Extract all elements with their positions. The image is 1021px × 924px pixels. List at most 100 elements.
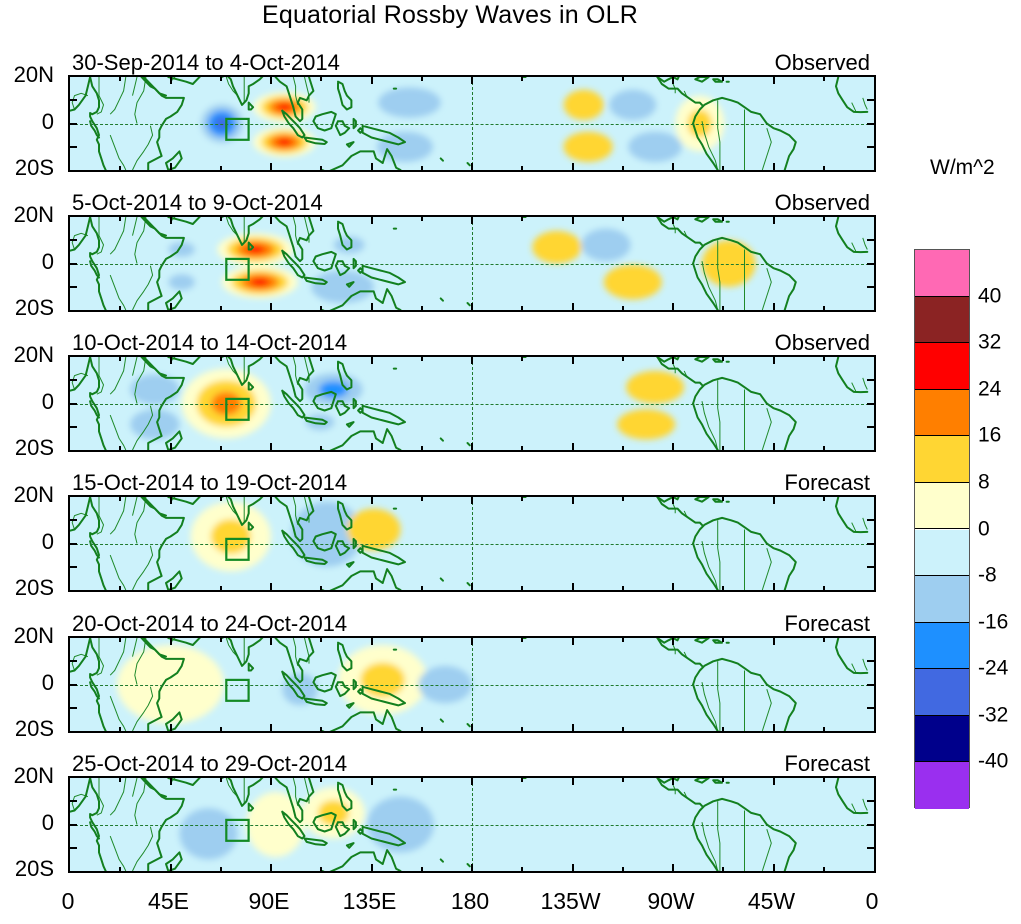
axis-tick: [169, 303, 172, 310]
map-canvas: [70, 217, 874, 310]
axis-tick: [772, 217, 775, 224]
x-tick-label: 45E: [148, 888, 189, 914]
colorbar-tick-label: -16: [978, 610, 1009, 634]
axis-tick: [571, 497, 574, 504]
axis-tick: [571, 443, 574, 450]
axis-tick: [70, 846, 77, 849]
axis-minor-tick: [219, 217, 222, 221]
axis-tick: [169, 443, 172, 450]
axis-minor-tick: [521, 166, 524, 170]
colorbar-units-label: W/m^2: [930, 156, 995, 179]
axis-minor-tick: [822, 778, 825, 782]
panel-source-label: Observed: [774, 50, 870, 75]
axis-minor-tick: [219, 446, 222, 450]
axis-tick: [270, 163, 272, 170]
axis-tick: [70, 800, 77, 803]
axis-minor-tick: [822, 217, 825, 221]
axis-tick: [867, 99, 874, 102]
axis-minor-tick: [320, 778, 323, 782]
axis-minor-tick: [722, 778, 725, 782]
axis-tick: [270, 778, 272, 785]
map-panel-p6[interactable]: [68, 776, 876, 873]
axis-minor-tick: [320, 357, 323, 361]
map-panel-p1[interactable]: [68, 75, 876, 172]
y-tick-label: 0: [41, 810, 54, 835]
colorbar-band: [915, 762, 969, 809]
axis-minor-tick: [420, 497, 423, 501]
axis-minor-tick: [822, 497, 825, 501]
axis-minor-tick: [219, 357, 222, 361]
y-axis-p2: 20N 0 20S: [0, 204, 62, 319]
axis-minor-tick: [822, 357, 825, 361]
map-panel-p2[interactable]: [68, 215, 876, 312]
region-marker-box: [225, 818, 250, 842]
colorbar-tick-label: 40: [978, 284, 1002, 308]
axis-minor-tick: [521, 77, 524, 81]
colorbar-band: [915, 296, 969, 344]
axis-tick: [70, 706, 77, 709]
axis-minor-tick: [219, 867, 222, 871]
axis-tick: [270, 583, 272, 590]
y-axis-p5: 20N 0 20S: [0, 625, 62, 740]
map-panel-p4[interactable]: [68, 495, 876, 592]
axis-minor-tick: [521, 497, 524, 501]
axis-minor-tick: [621, 166, 624, 170]
axis-tick: [270, 217, 272, 224]
axis-minor-tick: [621, 446, 624, 450]
x-tick-label: 0: [61, 888, 75, 914]
axis-tick: [571, 583, 574, 590]
axis-tick: [370, 864, 373, 871]
axis-tick: [169, 497, 172, 504]
axis-tick: [370, 217, 373, 224]
panel-header-p5: 20-Oct-2014 to 24-Oct-2014 Forecast: [68, 609, 872, 636]
axis-tick: [867, 800, 874, 803]
colorbar-band: [915, 669, 969, 716]
colorbar-tick-label: 24: [978, 377, 1002, 401]
axis-tick: [370, 497, 373, 504]
axis-tick: [70, 565, 77, 568]
panel-date-range: 5-Oct-2014 to 9-Oct-2014: [72, 190, 323, 215]
axis-tick: [772, 724, 775, 731]
axis-tick: [772, 864, 775, 871]
colorbar-band: [915, 622, 969, 670]
axis-tick: [672, 497, 674, 504]
map-panel-p5[interactable]: [68, 636, 876, 733]
colorbar-tick-label: 16: [978, 423, 1002, 447]
axis-tick: [169, 778, 172, 785]
colorbar-tick-label: -40: [978, 749, 1009, 773]
axis-tick: [471, 638, 473, 645]
axis-tick: [571, 357, 574, 364]
axis-tick: [672, 778, 674, 785]
axis-tick: [70, 239, 77, 242]
axis-tick: [471, 163, 473, 170]
panel-header-p3: 10-Oct-2014 to 14-Oct-2014 Observed: [68, 328, 872, 355]
y-axis-p6: 20N 0 20S: [0, 765, 62, 880]
region-marker-box: [225, 117, 250, 141]
axis-minor-tick: [822, 166, 825, 170]
axis-tick: [672, 163, 674, 170]
axis-tick: [471, 77, 473, 84]
axis-tick: [471, 864, 473, 871]
axis-tick: [370, 77, 373, 84]
axis-tick: [70, 262, 77, 265]
axis-minor-tick: [521, 446, 524, 450]
map-panel-p3[interactable]: [68, 355, 876, 452]
dateline: [472, 638, 473, 731]
axis-tick: [169, 864, 172, 871]
coastlines: [70, 217, 869, 310]
axis-tick: [672, 357, 674, 364]
axis-tick: [270, 443, 272, 450]
axis-tick: [772, 778, 775, 785]
panel-source-label: Observed: [774, 190, 870, 215]
axis-minor-tick: [822, 446, 825, 450]
axis-tick: [867, 285, 874, 288]
axis-minor-tick: [621, 497, 624, 501]
axis-minor-tick: [119, 217, 122, 221]
axis-minor-tick: [320, 497, 323, 501]
axis-tick: [471, 357, 473, 364]
colorbar-band: [915, 576, 969, 623]
colorbar: [914, 249, 970, 809]
page-title: Equatorial Rossby Waves in OLR: [261, 1, 639, 29]
panel-header-p1: 30-Sep-2014 to 4-Oct-2014 Observed: [68, 48, 872, 75]
axis-tick: [867, 262, 874, 265]
